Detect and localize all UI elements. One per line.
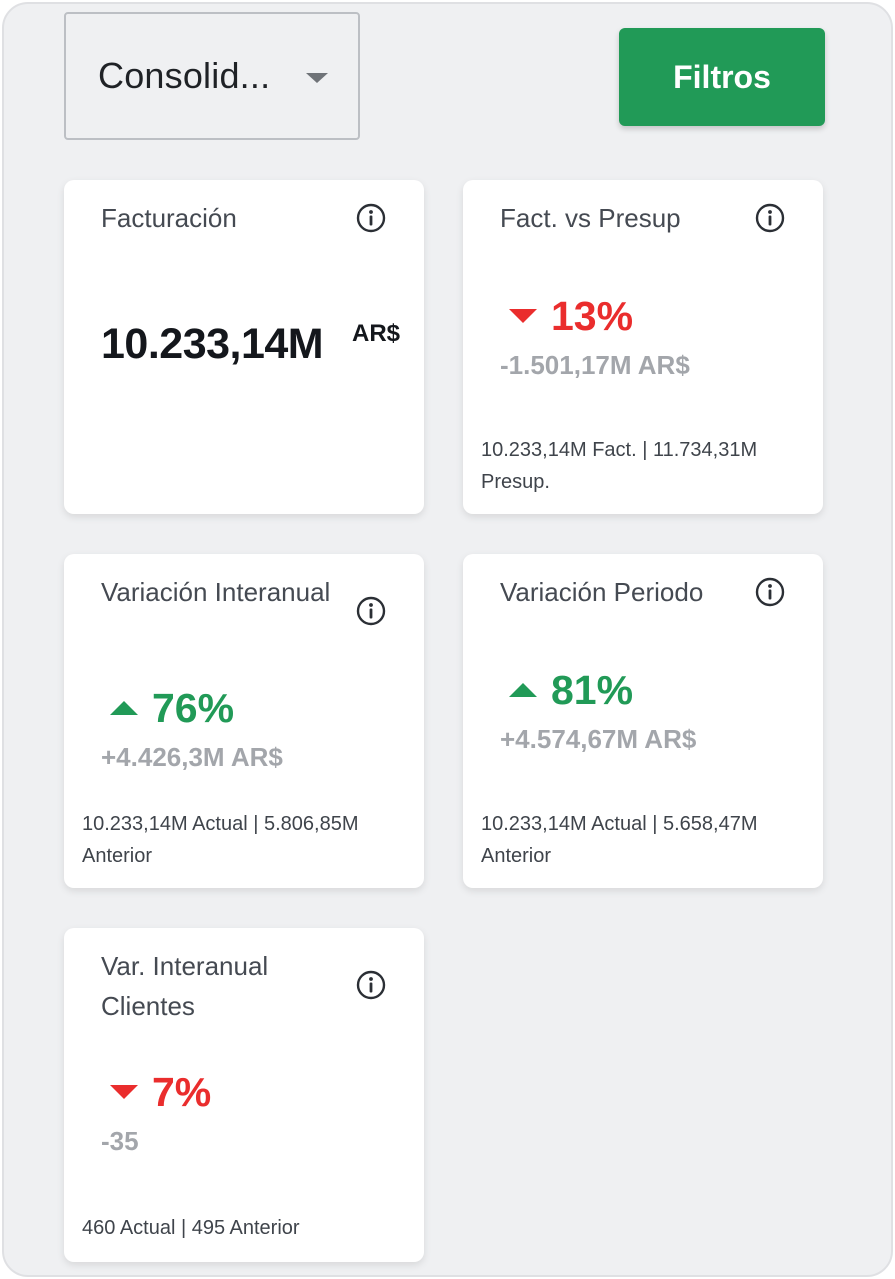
kpi-card-facturacion: Facturación 10.233,14M AR$ <box>64 180 424 514</box>
kpi-unit: AR$ <box>352 320 401 347</box>
card-title: Fact. vs Presup <box>500 203 681 233</box>
percent-row: 7% <box>110 1070 211 1114</box>
delta-value: -35 <box>101 1126 139 1156</box>
kpi-card-var-interanual-clientes: Var. Interanual Clientes 7% -35 460 Actu… <box>64 928 424 1262</box>
triangle-up-icon <box>110 701 138 715</box>
percent-value: 13% <box>551 293 634 339</box>
card-footer: 10.233,14M Actual | 5.658,47M Anterior <box>481 813 758 867</box>
percent-value: 81% <box>551 667 634 713</box>
percent-value: 7% <box>152 1069 212 1115</box>
card-title: Variación Periodo <box>500 577 704 607</box>
kpi-card-variacion-interanual: Variación Interanual 76% +4.426,3M AR$ 1… <box>64 554 424 888</box>
percent-value: 76% <box>152 685 235 731</box>
chevron-down-icon <box>306 73 328 83</box>
delta-value: -1.501,17M AR$ <box>500 350 690 380</box>
triangle-down-icon <box>509 309 537 323</box>
triangle-down-icon <box>110 1085 138 1099</box>
info-icon[interactable] <box>754 576 786 608</box>
card-footer: 10.233,14M Actual | 5.806,85M Anterior <box>82 813 359 867</box>
percent-row: 76% <box>110 686 234 730</box>
card-title: Facturación <box>101 203 237 233</box>
card-title: Var. Interanual Clientes <box>101 951 269 1021</box>
percent-row: 81% <box>509 668 633 712</box>
kpi-card-variacion-periodo: Variación Periodo 81% +4.574,67M AR$ 10.… <box>463 554 823 888</box>
card-footer: 460 Actual | 495 Anterior <box>82 1217 300 1239</box>
card-title: Variación Interanual <box>101 577 331 607</box>
info-icon[interactable] <box>754 202 786 234</box>
info-icon[interactable] <box>355 202 387 234</box>
percent-row: 13% <box>509 294 633 338</box>
filters-button[interactable]: Filtros <box>619 28 825 126</box>
info-icon[interactable] <box>355 595 387 627</box>
kpi-value: 10.233,14M <box>101 320 324 368</box>
info-icon[interactable] <box>355 969 387 1001</box>
delta-value: +4.426,3M AR$ <box>101 742 283 772</box>
triangle-up-icon <box>509 683 537 697</box>
card-footer: 10.233,14M Fact. | 11.734,31M Presup. <box>481 439 758 493</box>
select-value: Consolid... <box>98 55 271 96</box>
kpi-card-fact-vs-presup: Fact. vs Presup 13% -1.501,17M AR$ 10.23… <box>463 180 823 514</box>
consolidation-select[interactable]: Consolid... <box>64 12 360 140</box>
delta-value: +4.574,67M AR$ <box>500 724 697 754</box>
